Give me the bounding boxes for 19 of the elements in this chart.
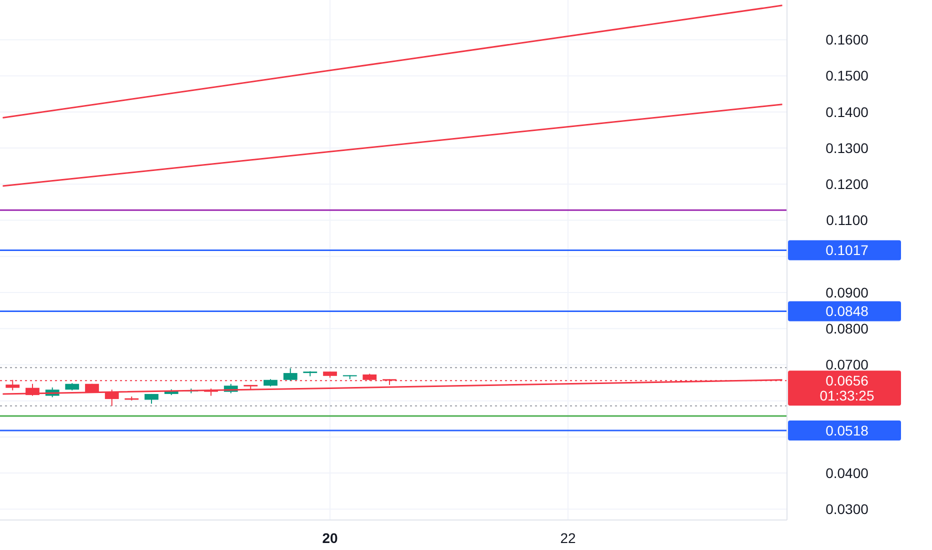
ref-line-label: 0.1017 (826, 242, 869, 258)
y-tick-label: 0.1600 (826, 32, 869, 48)
y-tick-label: 0.1400 (826, 104, 869, 120)
x-tick-label: 22 (560, 530, 576, 546)
ref-line-label: 0.0848 (826, 303, 869, 320)
y-tick-label: 0.1500 (826, 68, 869, 84)
text: 01:33:25 (820, 388, 874, 404)
y-tick-label: 0.0300 (826, 501, 869, 518)
candlestick (283, 368, 298, 382)
x-tick-label: 20 (322, 530, 338, 546)
y-tick-label: 0.1200 (826, 176, 869, 192)
y-tick-label: 0.1300 (826, 140, 869, 156)
y-tick-label: 0.0800 (826, 320, 869, 337)
ref-line-label: 0.0656 (826, 372, 869, 389)
y-tick-label: 0.0700 (826, 356, 869, 373)
y-tick-label: 0.0400 (826, 464, 869, 481)
y-tick-label: 0.0900 (826, 284, 869, 300)
y-tick-label: 0.1100 (826, 212, 868, 228)
ref-line-label: 0.0518 (826, 422, 869, 438)
